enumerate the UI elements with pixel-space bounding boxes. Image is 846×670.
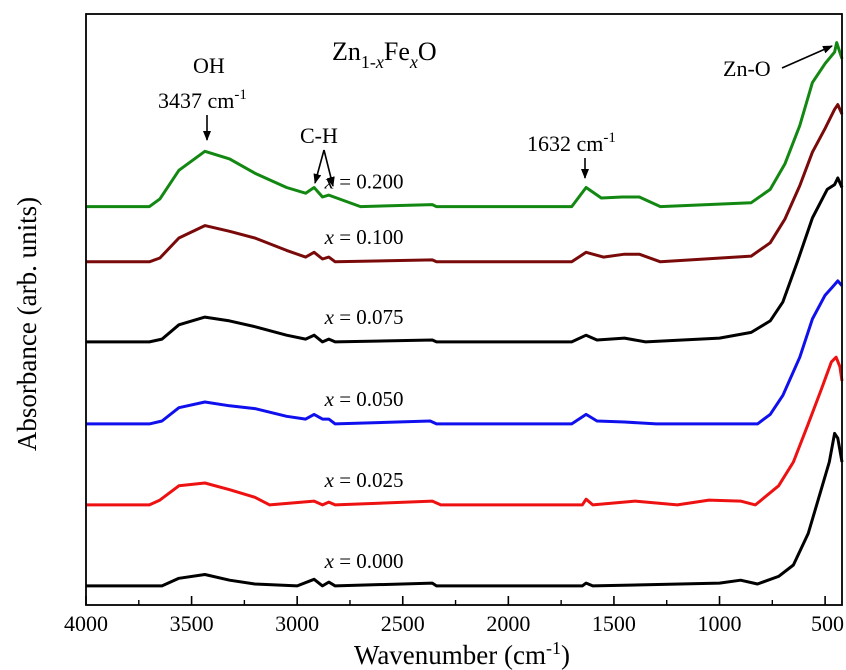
series-layer: [86, 41, 844, 588]
x-tick-label-6: 1000: [698, 611, 742, 636]
y-axis-label: Absorbance (arb. units): [12, 197, 42, 451]
annotation-oh: OH: [193, 53, 225, 78]
series-line-5: [86, 41, 844, 209]
series-label-2: x = 0.050: [324, 387, 404, 411]
arrow-zno: [781, 45, 833, 69]
annotation-zno: Zn-O: [723, 56, 771, 81]
x-tick-label-1: 3500: [170, 611, 214, 636]
series-label-3: x = 0.075: [324, 305, 404, 329]
arrow-ch-1: [313, 149, 325, 184]
x-tick-label-2: 3000: [275, 611, 319, 636]
x-tick-label-3: 2500: [381, 611, 425, 636]
chart-title: Zn1-xFexO: [332, 37, 437, 72]
x-tick-label-7: 500: [811, 611, 844, 636]
series-line-2: [86, 279, 844, 426]
series-label-0: x = 0.000: [324, 549, 404, 573]
series-line-3: [86, 176, 844, 344]
series-line-0: [86, 431, 844, 588]
series-labels: x = 0.000 x = 0.025 x = 0.050 x = 0.075 x = …: [324, 170, 404, 573]
annotation-3437: 3437 cm-1: [158, 87, 247, 113]
annotation-1632: 1632 cm-1: [527, 130, 616, 156]
x-tick-label-4: 2000: [486, 611, 530, 636]
x-tick-label-5: 1500: [592, 611, 636, 636]
series-label-5: x = 0.200: [324, 170, 404, 194]
series-label-1: x = 0.025: [324, 468, 404, 492]
series-line-4: [86, 103, 844, 264]
series-line-1: [86, 355, 844, 507]
annotations: OH 3437 cm-1 C-H 1632 cm-1 Zn-O: [158, 45, 833, 187]
x-axis-label: Wavenumber (cm-1): [354, 638, 570, 670]
x-tick-label-0: 4000: [64, 611, 108, 636]
x-ticks: 4000 3500 3000 2500 2000 1500 1000 500: [64, 596, 844, 636]
arrow-ch-2: [323, 149, 335, 187]
plot-frame: [85, 13, 843, 606]
annotation-ch: C-H: [300, 123, 338, 148]
series-label-4: x = 0.100: [324, 225, 404, 249]
